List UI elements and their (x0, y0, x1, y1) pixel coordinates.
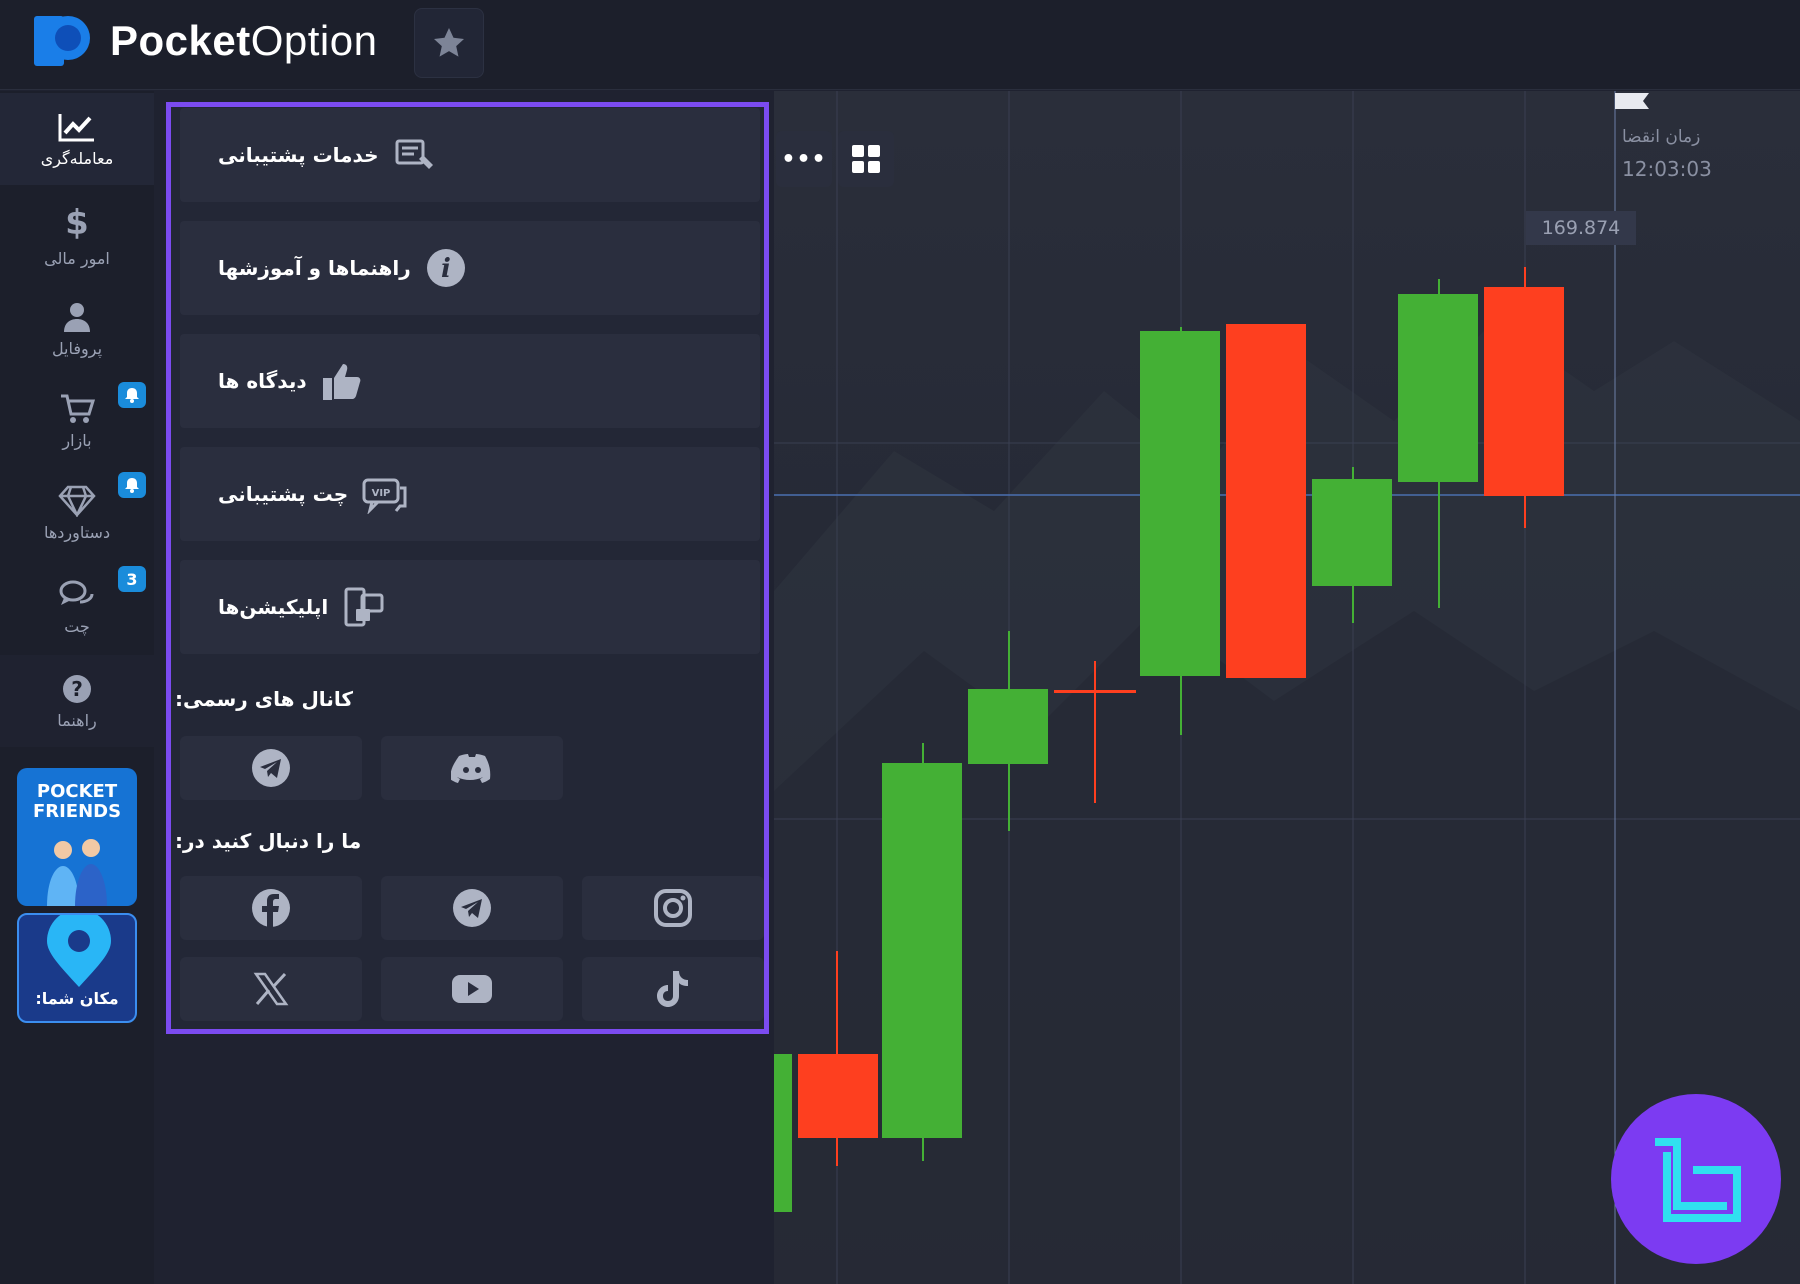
svg-text:i: i (441, 254, 451, 284)
nav-label: بازار (62, 430, 92, 450)
location-label: مکان شما: (35, 989, 119, 1008)
nav-label: پروفایل (51, 338, 103, 358)
diamond-icon (58, 485, 96, 517)
candles (774, 267, 1564, 1212)
telegram-button[interactable] (381, 876, 563, 940)
chart-line-icon (58, 113, 94, 141)
favorites-button[interactable] (414, 8, 484, 78)
top-bar: PocketOption (0, 0, 1800, 90)
promo-title: POCKET FRIENDS (32, 781, 122, 822)
chat-icon (59, 580, 94, 605)
bell-icon (125, 388, 139, 403)
candle (1140, 331, 1220, 676)
svg-text:VIP: VIP (372, 488, 391, 499)
trading-chart[interactable]: ••• زمان انقضا 12:03:03 169.874 (774, 91, 1800, 1284)
svg-text:?: ? (71, 677, 83, 701)
youtube-icon (452, 975, 492, 1003)
nav-label: معامله‌گری (40, 148, 114, 168)
chart-more-button[interactable]: ••• (776, 131, 832, 187)
nav-item-finance[interactable]: $ امور مالی (0, 189, 154, 281)
nav-item-profile[interactable]: پروفایل (0, 283, 154, 375)
menu-item-applications[interactable]: اپلیکیشن‌ها (180, 560, 760, 654)
candle (882, 763, 962, 1138)
candle (1484, 287, 1564, 496)
expiry-time: 12:03:03 (1622, 157, 1712, 181)
chart-layout-button[interactable] (838, 131, 894, 187)
nav-label: دستاوردها (43, 522, 111, 542)
pocket-option-logo[interactable]: PocketOption (34, 14, 377, 68)
candle (798, 1054, 878, 1138)
facebook-button[interactable] (180, 876, 362, 940)
nav-label: امور مالی (44, 248, 110, 268)
follow-us-title: ما را دنبال کنید در: (175, 829, 362, 853)
grid-layout-icon (852, 145, 880, 173)
nav-item-trading[interactable]: معامله‌گری (0, 93, 154, 185)
chart-canvas (774, 91, 1800, 1284)
youtube-button[interactable] (381, 957, 563, 1021)
left-sidebar: معامله‌گری $ امور مالی پروفایل بازار دست… (0, 91, 154, 1284)
apps-icon (344, 587, 384, 627)
nav-label: چت (64, 616, 90, 636)
star-icon (434, 28, 464, 57)
support-service-icon (395, 139, 433, 169)
location-promo[interactable]: مکان شما: (17, 913, 137, 1023)
official-telegram-button[interactable] (180, 736, 362, 800)
candle (1054, 690, 1136, 693)
candle (968, 689, 1048, 764)
nav-label: راهنما (57, 710, 97, 730)
notification-badge (118, 472, 146, 498)
official-discord-button[interactable] (381, 736, 563, 800)
help-icon: ? (63, 674, 91, 703)
menu-item-support-services[interactable]: خدمات پشتیبانی (180, 108, 760, 202)
tradingfinder-logo-icon (1655, 1138, 1741, 1222)
x-twitter-button[interactable] (180, 957, 362, 1021)
candle (1398, 294, 1478, 482)
more-dots-icon: ••• (781, 146, 827, 172)
thumbs-up-icon (322, 364, 360, 400)
nav-item-chat[interactable]: چت (0, 561, 154, 653)
dollar-icon: $ (65, 202, 89, 243)
candle (774, 1054, 792, 1212)
menu-item-support-chat[interactable]: VIP چت پشتیبانی (180, 447, 760, 541)
tiktok-button[interactable] (582, 957, 764, 1021)
instagram-button[interactable] (582, 876, 764, 940)
x-icon (253, 972, 289, 1006)
chat-count-badge: 3 (118, 566, 146, 592)
menu-item-reviews[interactable]: دیدگاه ها (180, 334, 760, 428)
nav-item-market[interactable]: بازار (0, 375, 154, 467)
expiry-label: زمان انقضا (1622, 127, 1701, 147)
pocket-friends-promo[interactable]: POCKET FRIENDS (17, 768, 137, 906)
discord-icon (451, 754, 491, 783)
nav-item-achievements[interactable]: دستاوردها (0, 467, 154, 559)
telegram-icon (252, 749, 290, 787)
official-channels-title: کانال های رسمی: (175, 687, 353, 711)
logo-text: PocketOption (110, 17, 378, 64)
help-menu-panel: خدمات پشتیبانی i راهنماها و آموزشها دیدگ… (166, 102, 769, 1034)
logo-mark-icon (34, 14, 96, 68)
info-icon: i (426, 249, 465, 287)
candle (1226, 324, 1306, 678)
facebook-icon (252, 889, 290, 927)
vip-chat-icon: VIP (362, 478, 407, 514)
instagram-icon (654, 889, 692, 927)
menu-item-guides-tutorials[interactable]: i راهنماها و آموزشها (180, 221, 760, 315)
user-icon (64, 302, 90, 332)
bell-icon (125, 478, 139, 493)
price-tag: 169.874 (1526, 211, 1636, 245)
people-illustration-icon (47, 839, 107, 906)
tiktok-icon (657, 971, 688, 1007)
cart-icon (61, 394, 95, 423)
watermark-logo (1611, 1094, 1781, 1264)
notification-badge (118, 382, 146, 408)
candle (1312, 479, 1392, 586)
expiry-flag-icon (1615, 93, 1649, 109)
nav-item-help[interactable]: ? راهنما (0, 655, 154, 747)
location-pin-icon (47, 915, 111, 987)
telegram-icon (453, 889, 491, 927)
